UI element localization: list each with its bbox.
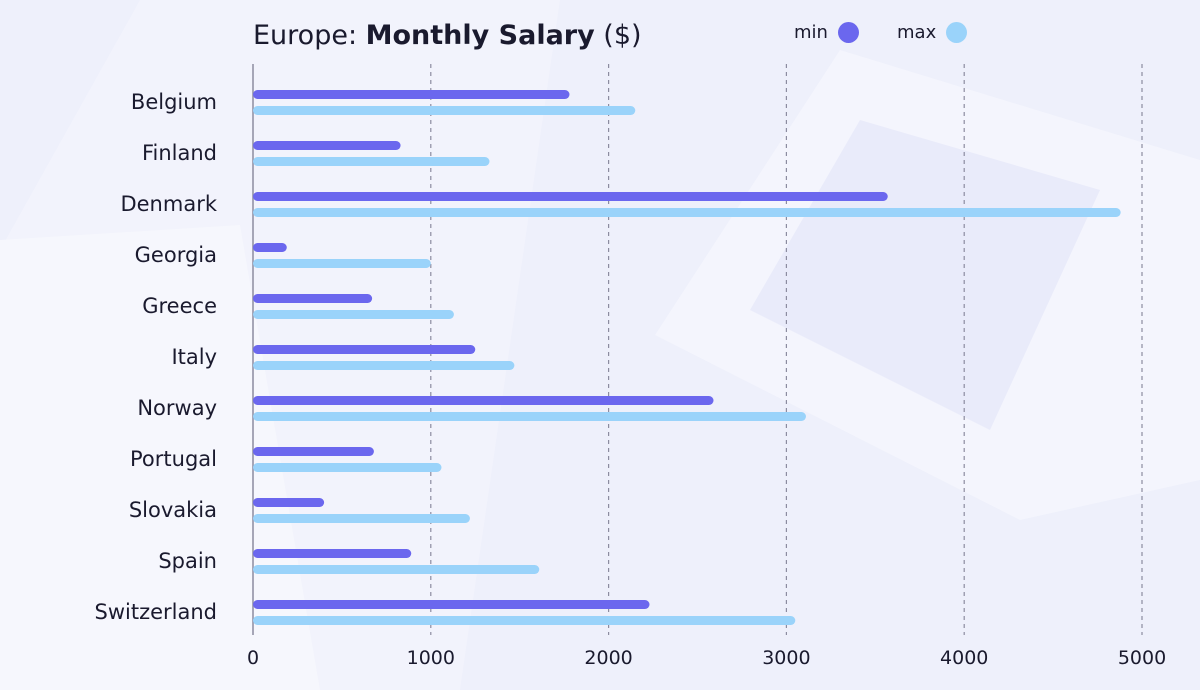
x-tick-label: 2000 xyxy=(584,647,632,669)
category-label: Belgium xyxy=(131,90,217,114)
category-label: Georgia xyxy=(135,243,217,267)
bar-max xyxy=(253,565,540,574)
category-label: Slovakia xyxy=(129,498,217,522)
category-label: Portugal xyxy=(130,447,217,471)
bar-max xyxy=(253,616,796,625)
category-label: Italy xyxy=(171,345,217,369)
legend-swatch-max xyxy=(946,22,968,43)
bar-max xyxy=(253,463,442,472)
bar-min xyxy=(253,549,412,558)
bar-max xyxy=(253,412,806,421)
legend-item-min: min xyxy=(794,22,859,43)
chart-title: Europe: Monthly Salary ($) xyxy=(253,20,642,51)
title-regular: Europe: xyxy=(253,20,366,51)
bar-min xyxy=(253,498,325,507)
bar-min xyxy=(253,141,401,150)
category-label: Finland xyxy=(142,141,217,165)
legend-label-min: min xyxy=(794,22,828,43)
category-label: Norway xyxy=(137,396,217,420)
category-label: Spain xyxy=(158,549,217,573)
category-label: Denmark xyxy=(120,192,217,216)
bar-min xyxy=(253,294,373,303)
bar-max xyxy=(253,106,636,115)
category-label: Switzerland xyxy=(95,600,218,624)
bar-min xyxy=(253,396,714,405)
bar-min xyxy=(253,90,570,99)
legend-swatch-min xyxy=(837,22,859,43)
x-tick-label: 4000 xyxy=(940,647,988,669)
bar-min xyxy=(253,192,888,201)
x-tick-label: 0 xyxy=(247,647,259,669)
title-suffix: ($) xyxy=(594,20,642,51)
legend-item-max: max xyxy=(897,22,968,43)
bar-min xyxy=(253,243,287,252)
category-label: Greece xyxy=(142,294,217,318)
x-tick-label: 5000 xyxy=(1118,647,1166,669)
x-tick-label: 3000 xyxy=(762,647,810,669)
bar-min xyxy=(253,345,476,354)
bar-max xyxy=(253,259,431,268)
bar-min xyxy=(253,447,374,456)
bar-min xyxy=(253,600,650,609)
bar-max xyxy=(253,157,490,166)
bar-max xyxy=(253,514,470,523)
bar-max xyxy=(253,361,515,370)
bar-max xyxy=(253,310,454,319)
legend-label-max: max xyxy=(897,22,937,43)
x-tick-label: 1000 xyxy=(407,647,455,669)
title-bold: Monthly Salary xyxy=(365,20,595,51)
bar-max xyxy=(253,208,1121,217)
